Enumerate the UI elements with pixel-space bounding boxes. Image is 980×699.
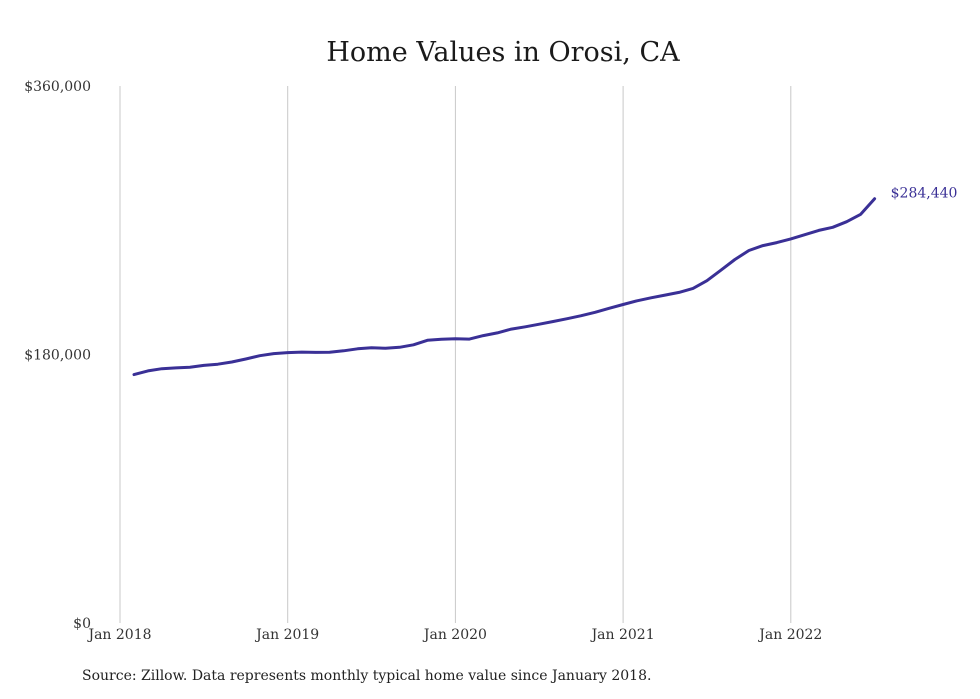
- x-tick-label: Jan 2022: [757, 627, 822, 643]
- y-tick-label: $0: [73, 616, 91, 632]
- x-axis-ticks: Jan 2018 Jan 2019 Jan 2020 Jan 2021 Jan 2022: [86, 627, 822, 643]
- end-value-label: $284,440: [891, 186, 958, 202]
- y-tick-label: $180,000: [24, 348, 91, 364]
- series-line: [132, 197, 877, 377]
- x-tick-label: Jan 2019: [254, 627, 319, 643]
- y-axis-ticks: $0 $180,000 $360,000: [24, 79, 91, 632]
- y-tick-label: $360,000: [24, 79, 91, 95]
- gridlines: [119, 86, 792, 623]
- chart-title: Home Values in Orosi, CA: [326, 37, 680, 68]
- x-tick-label: Jan 2020: [422, 627, 487, 643]
- x-tick-label: Jan 2021: [590, 627, 655, 643]
- source-note: Source: Zillow. Data represents monthly …: [82, 668, 652, 684]
- series-layer: $284,440: [132, 186, 958, 377]
- x-tick-label: Jan 2018: [86, 627, 151, 643]
